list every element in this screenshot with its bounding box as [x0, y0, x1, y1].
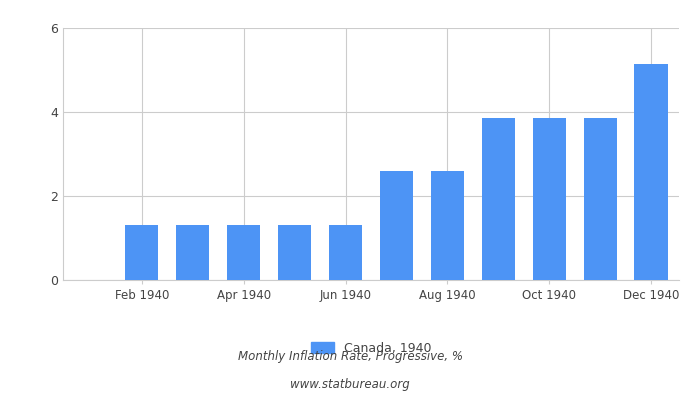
- Bar: [380, 171, 413, 280]
- Bar: [125, 224, 158, 280]
- Text: www.statbureau.org: www.statbureau.org: [290, 378, 410, 391]
- Bar: [584, 118, 617, 280]
- Bar: [482, 118, 514, 280]
- Bar: [329, 224, 362, 280]
- Legend: Canada, 1940: Canada, 1940: [311, 342, 431, 355]
- Bar: [278, 224, 312, 280]
- Bar: [634, 64, 668, 280]
- Bar: [228, 224, 260, 280]
- Text: Monthly Inflation Rate, Progressive, %: Monthly Inflation Rate, Progressive, %: [237, 350, 463, 363]
- Bar: [533, 118, 566, 280]
- Bar: [176, 224, 209, 280]
- Bar: [430, 171, 464, 280]
